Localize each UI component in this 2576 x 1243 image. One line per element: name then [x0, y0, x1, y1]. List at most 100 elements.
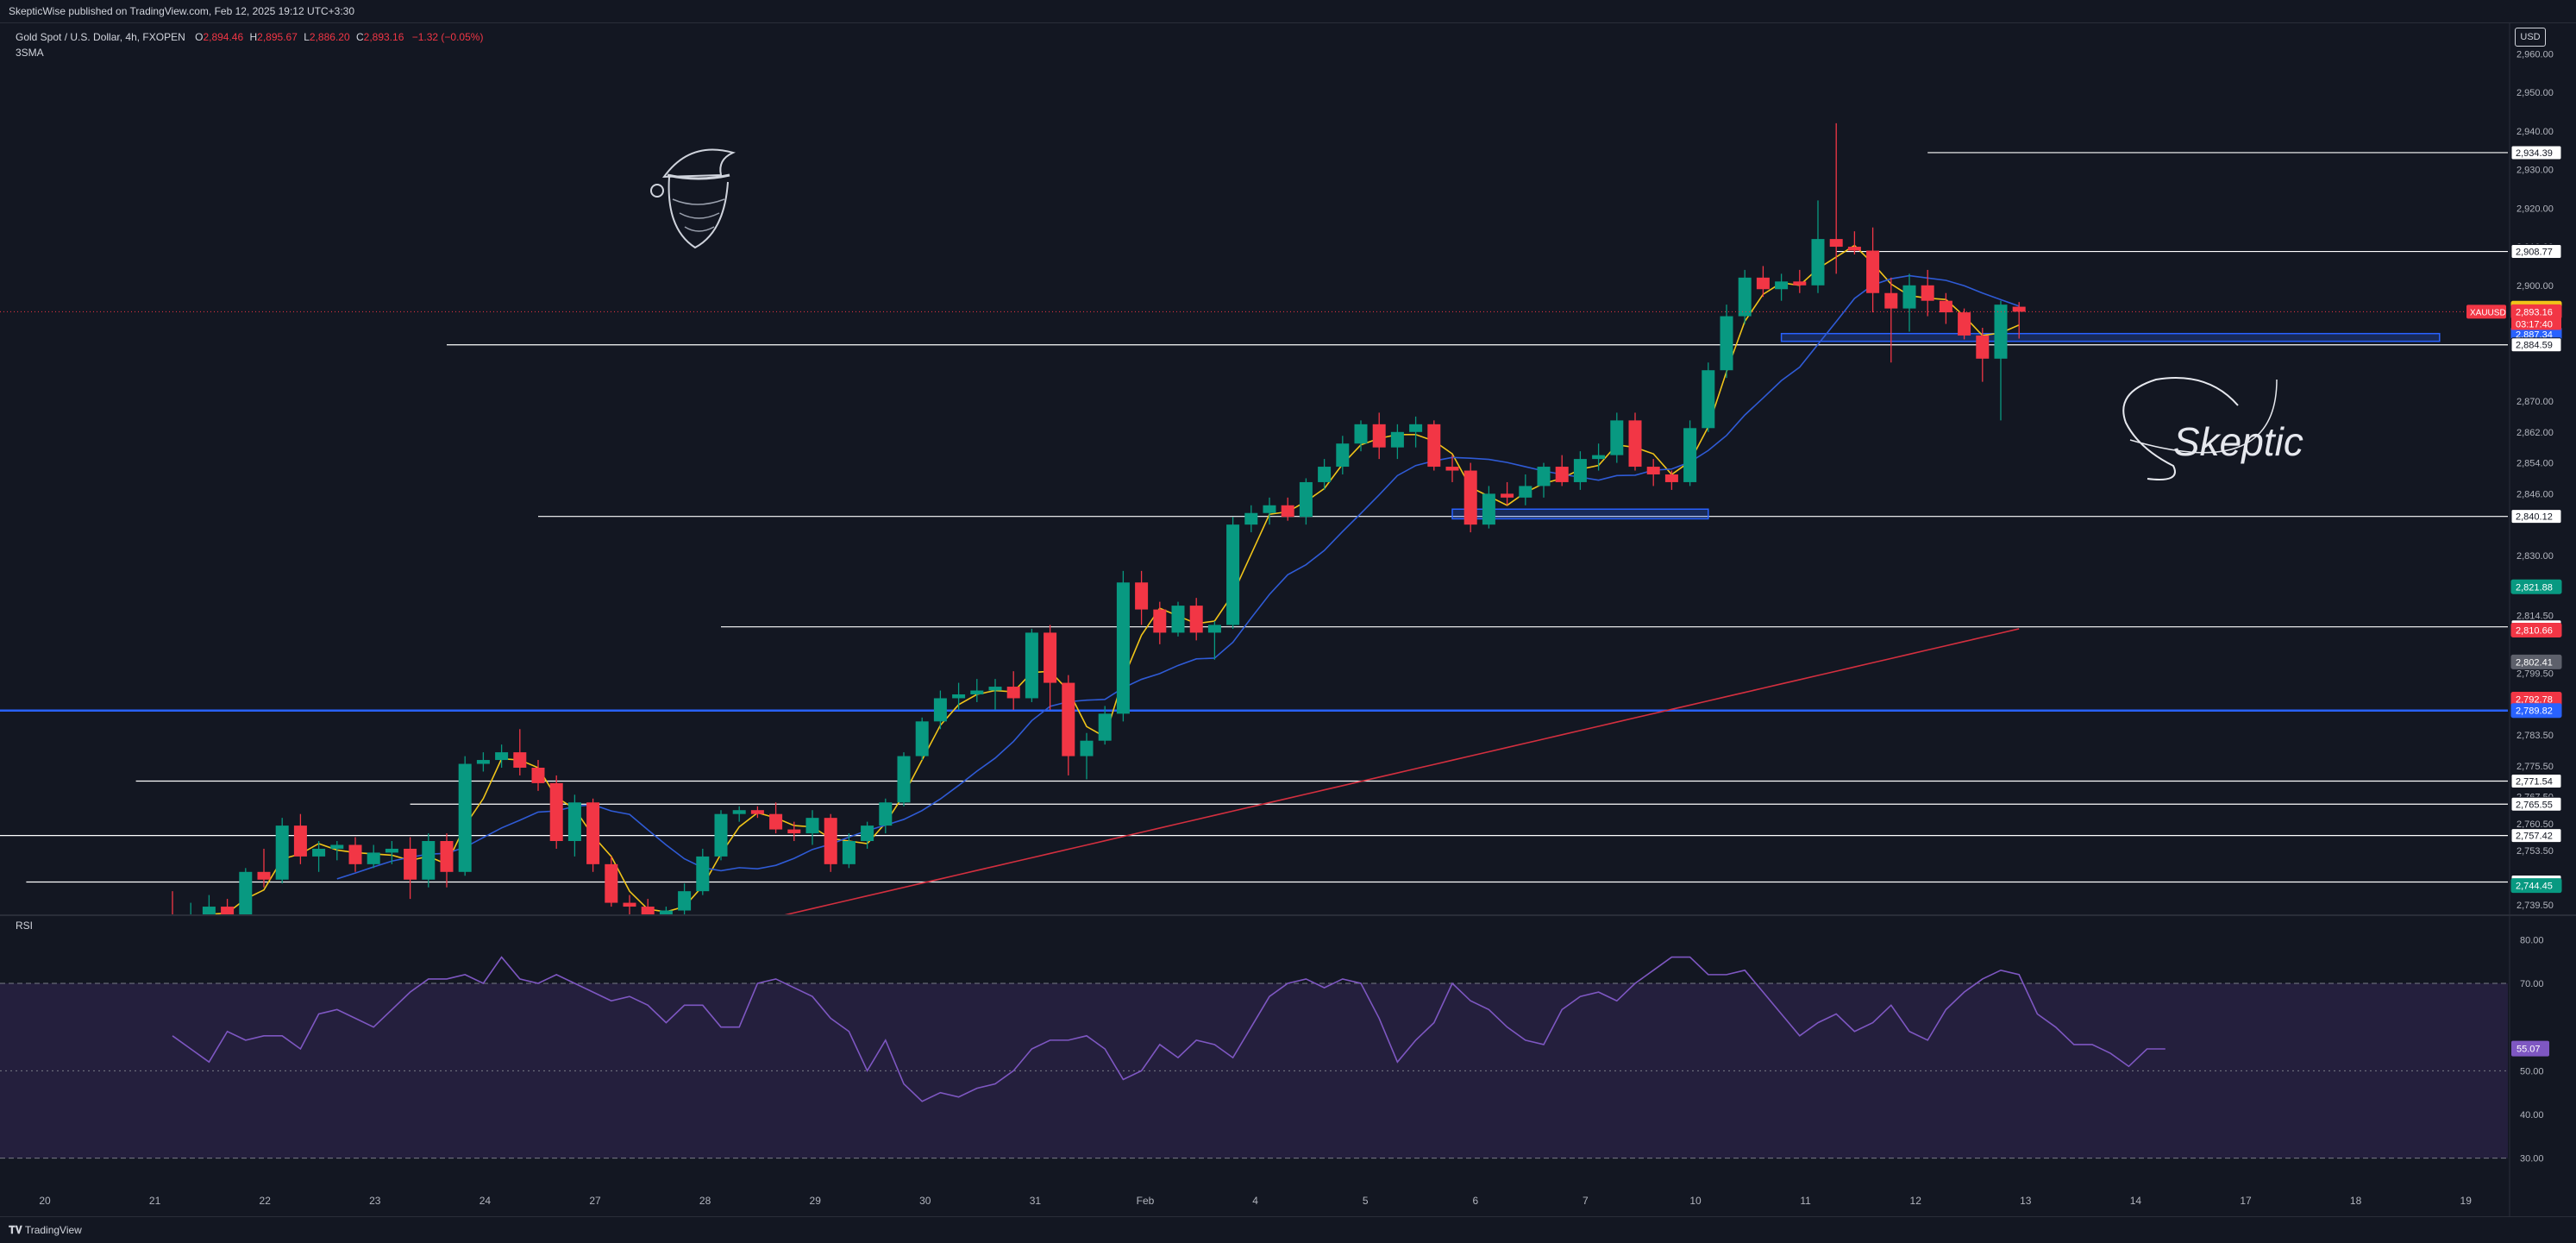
rsi-axis[interactable]: 80.00 70.00 50.00 40.00 30.00 55.07: [2511, 935, 2549, 1165]
price-axis-label[interactable]: [2510, 773, 2562, 788]
symbol-title[interactable]: Gold Spot / U.S. Dollar, 4h, FXOPEN: [16, 31, 185, 43]
price-axis-label[interactable]: [2510, 509, 2562, 524]
candle-body[interactable]: [1281, 505, 1294, 518]
candle-body[interactable]: [404, 848, 417, 880]
candle-body[interactable]: [531, 768, 545, 783]
candle-body[interactable]: [476, 760, 490, 764]
candle-body[interactable]: [769, 813, 783, 830]
candle-body[interactable]: [1098, 713, 1112, 741]
candle-body[interactable]: [1445, 467, 1459, 471]
candle-body[interactable]: [1921, 285, 1934, 301]
candle-body[interactable]: [166, 918, 179, 921]
candle-body[interactable]: [1318, 467, 1332, 482]
candle-body[interactable]: [458, 763, 472, 872]
candle-body[interactable]: [293, 826, 307, 857]
candle-body[interactable]: [1116, 582, 1130, 714]
candle-body[interactable]: [1866, 250, 1880, 293]
price-axis-label[interactable]: [2510, 622, 2562, 637]
candle-body[interactable]: [1738, 277, 1752, 317]
indicator-label[interactable]: 3SMA: [16, 47, 44, 59]
candle-body[interactable]: [1664, 474, 1678, 482]
candle-body[interactable]: [732, 810, 746, 814]
candle-body[interactable]: [1628, 420, 1642, 468]
candle-body[interactable]: [1482, 493, 1495, 525]
candle-body[interactable]: [1244, 512, 1258, 525]
candle-body[interactable]: [824, 818, 837, 864]
highlight-zone[interactable]: [1780, 332, 2441, 342]
candle-body[interactable]: [586, 802, 600, 864]
candle-body[interactable]: [696, 856, 710, 892]
candle-body[interactable]: [1939, 300, 1952, 313]
price-axis-label[interactable]: [2510, 828, 2562, 844]
tradingview-logo-icon[interactable]: 𝐓𝐕: [9, 1224, 22, 1236]
candle-body[interactable]: [513, 752, 527, 768]
time-axis[interactable]: 20 21 22 23 24 27 28 29 30 31 Feb 4 5 6 7 10 11 12 13 14 17 1…: [39, 1195, 2472, 1207]
candle-body[interactable]: [1080, 740, 1094, 756]
highlight-zone[interactable]: [1451, 508, 1709, 520]
candle-body[interactable]: [1702, 370, 1715, 429]
candle-body[interactable]: [1793, 281, 1807, 286]
candle-body[interactable]: [1994, 304, 2008, 359]
candle-body[interactable]: [312, 848, 326, 857]
candle-body[interactable]: [1336, 443, 1350, 468]
candle-body[interactable]: [879, 802, 893, 826]
candle-body[interactable]: [422, 841, 436, 880]
candle-body[interactable]: [1263, 505, 1276, 513]
candle-body[interactable]: [970, 690, 984, 694]
candle-body[interactable]: [1501, 493, 1514, 498]
candle-body[interactable]: [1372, 424, 1386, 448]
candle-body[interactable]: [1299, 481, 1313, 518]
candle-body[interactable]: [1226, 524, 1240, 625]
price-axis-label[interactable]: [2510, 878, 2562, 894]
candle-body[interactable]: [1555, 467, 1569, 482]
candle-body[interactable]: [1884, 292, 1898, 309]
candle-body[interactable]: [1847, 247, 1861, 251]
candle-body[interactable]: [549, 782, 563, 841]
candle-body[interactable]: [1463, 470, 1477, 525]
price-axis-label[interactable]: [2510, 654, 2562, 669]
candle-body[interactable]: [330, 844, 344, 849]
price-axis-label[interactable]: [2510, 796, 2562, 812]
candle-body[interactable]: [952, 694, 966, 699]
candle-body[interactable]: [1829, 239, 1843, 248]
candle-body[interactable]: [1409, 424, 1423, 432]
price-axis-label[interactable]: [2510, 337, 2562, 353]
candle-body[interactable]: [787, 829, 801, 834]
price-chart[interactable]: Skeptic 2,960.00 2,950.00 2,940.00 2,930.00…: [0, 0, 2576, 1216]
candle-body[interactable]: [1153, 609, 1167, 633]
candle-body[interactable]: [221, 907, 235, 918]
candle-body[interactable]: [1207, 625, 1221, 633]
candle-body[interactable]: [1573, 459, 1587, 482]
candle-body[interactable]: [1610, 420, 1624, 455]
candle-body[interactable]: [714, 813, 728, 857]
candle-body[interactable]: [641, 907, 655, 918]
candle-body[interactable]: [1135, 582, 1149, 610]
price-axis-label[interactable]: [2510, 244, 2562, 260]
candle-body[interactable]: [842, 841, 856, 864]
candle-body[interactable]: [2012, 306, 2026, 312]
candle-body[interactable]: [1958, 312, 1971, 336]
rsi-label[interactable]: RSI: [16, 920, 34, 932]
candle-body[interactable]: [1775, 281, 1789, 290]
candle-body[interactable]: [988, 687, 1002, 691]
price-axis-label[interactable]: [2510, 703, 2562, 719]
candle-body[interactable]: [915, 721, 929, 756]
candle-body[interactable]: [750, 810, 764, 814]
candle-body[interactable]: [1189, 606, 1203, 633]
candle-body[interactable]: [933, 698, 947, 722]
candle-body[interactable]: [659, 910, 673, 919]
candle-body[interactable]: [1044, 632, 1057, 683]
candle-body[interactable]: [1354, 424, 1368, 444]
candle-body[interactable]: [1006, 687, 1020, 699]
candle-body[interactable]: [805, 818, 819, 834]
candle-body[interactable]: [897, 756, 911, 803]
candle-body[interactable]: [1720, 316, 1733, 371]
candle-body[interactable]: [257, 871, 271, 880]
candle-body[interactable]: [440, 841, 454, 872]
price-axis-label[interactable]: [2510, 579, 2562, 594]
candle-body[interactable]: [1646, 467, 1660, 474]
candle-body[interactable]: [623, 902, 636, 907]
candle-body[interactable]: [348, 844, 362, 864]
candle-body[interactable]: [1592, 455, 1606, 460]
candle-body[interactable]: [385, 848, 398, 853]
